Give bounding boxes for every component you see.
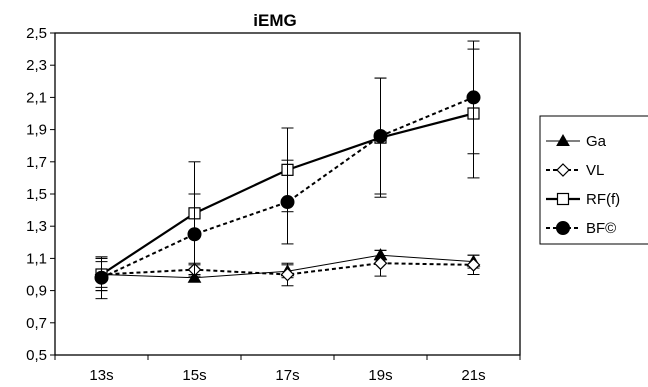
y-tick-label: 0,7 bbox=[26, 315, 47, 332]
y-tick-label: 2,5 bbox=[26, 25, 47, 42]
legend-frame bbox=[539, 115, 648, 245]
data-point bbox=[373, 129, 388, 144]
data-point bbox=[280, 195, 295, 210]
legend-label: Ga bbox=[586, 133, 607, 150]
data-point bbox=[280, 267, 295, 282]
series-BF© bbox=[94, 40, 481, 300]
x-tick-label: 21s bbox=[461, 367, 485, 384]
y-tick-label: 1,7 bbox=[26, 154, 47, 171]
data-series-group bbox=[94, 40, 481, 300]
x-tick-label: 17s bbox=[275, 367, 299, 384]
data-point bbox=[187, 227, 202, 242]
x-tick-label: 19s bbox=[368, 367, 392, 384]
axes: 0,5 0,7 0,9 1,1 1,3 1,5 1,7 1,9 2,1 2,3 2,5 13s 15s 1… bbox=[26, 25, 521, 384]
y-tick-label: 1,5 bbox=[26, 186, 47, 203]
x-tick-label: 13s bbox=[89, 367, 113, 384]
data-point bbox=[94, 270, 109, 285]
legend-marker bbox=[556, 133, 570, 146]
legend-marker bbox=[556, 221, 570, 235]
data-point bbox=[466, 257, 481, 272]
series-VL bbox=[94, 249, 481, 288]
legend-marker bbox=[556, 163, 570, 177]
y-tick-label: 0,9 bbox=[26, 283, 47, 300]
data-point bbox=[187, 270, 202, 283]
data-point bbox=[466, 90, 481, 105]
x-tick-label: 15s bbox=[182, 367, 206, 384]
y-tick-label: 2,1 bbox=[26, 89, 47, 106]
y-tick-label: 0,5 bbox=[26, 347, 47, 364]
legend-label: RF(f) bbox=[586, 191, 620, 208]
series-line bbox=[101, 262, 474, 276]
legend: Ga VL RF(f) BF© bbox=[539, 115, 648, 245]
legend-label: VL bbox=[586, 162, 604, 179]
y-tick-label: 2,3 bbox=[26, 57, 47, 74]
data-point bbox=[373, 256, 388, 271]
legend-label: BF© bbox=[586, 220, 616, 237]
legend-marker bbox=[556, 192, 570, 206]
chart-title: iEMG bbox=[253, 11, 296, 30]
y-tick-label: 1,3 bbox=[26, 218, 47, 235]
y-tick-label: 1,9 bbox=[26, 122, 47, 139]
y-tick-label: 1,1 bbox=[26, 250, 47, 267]
